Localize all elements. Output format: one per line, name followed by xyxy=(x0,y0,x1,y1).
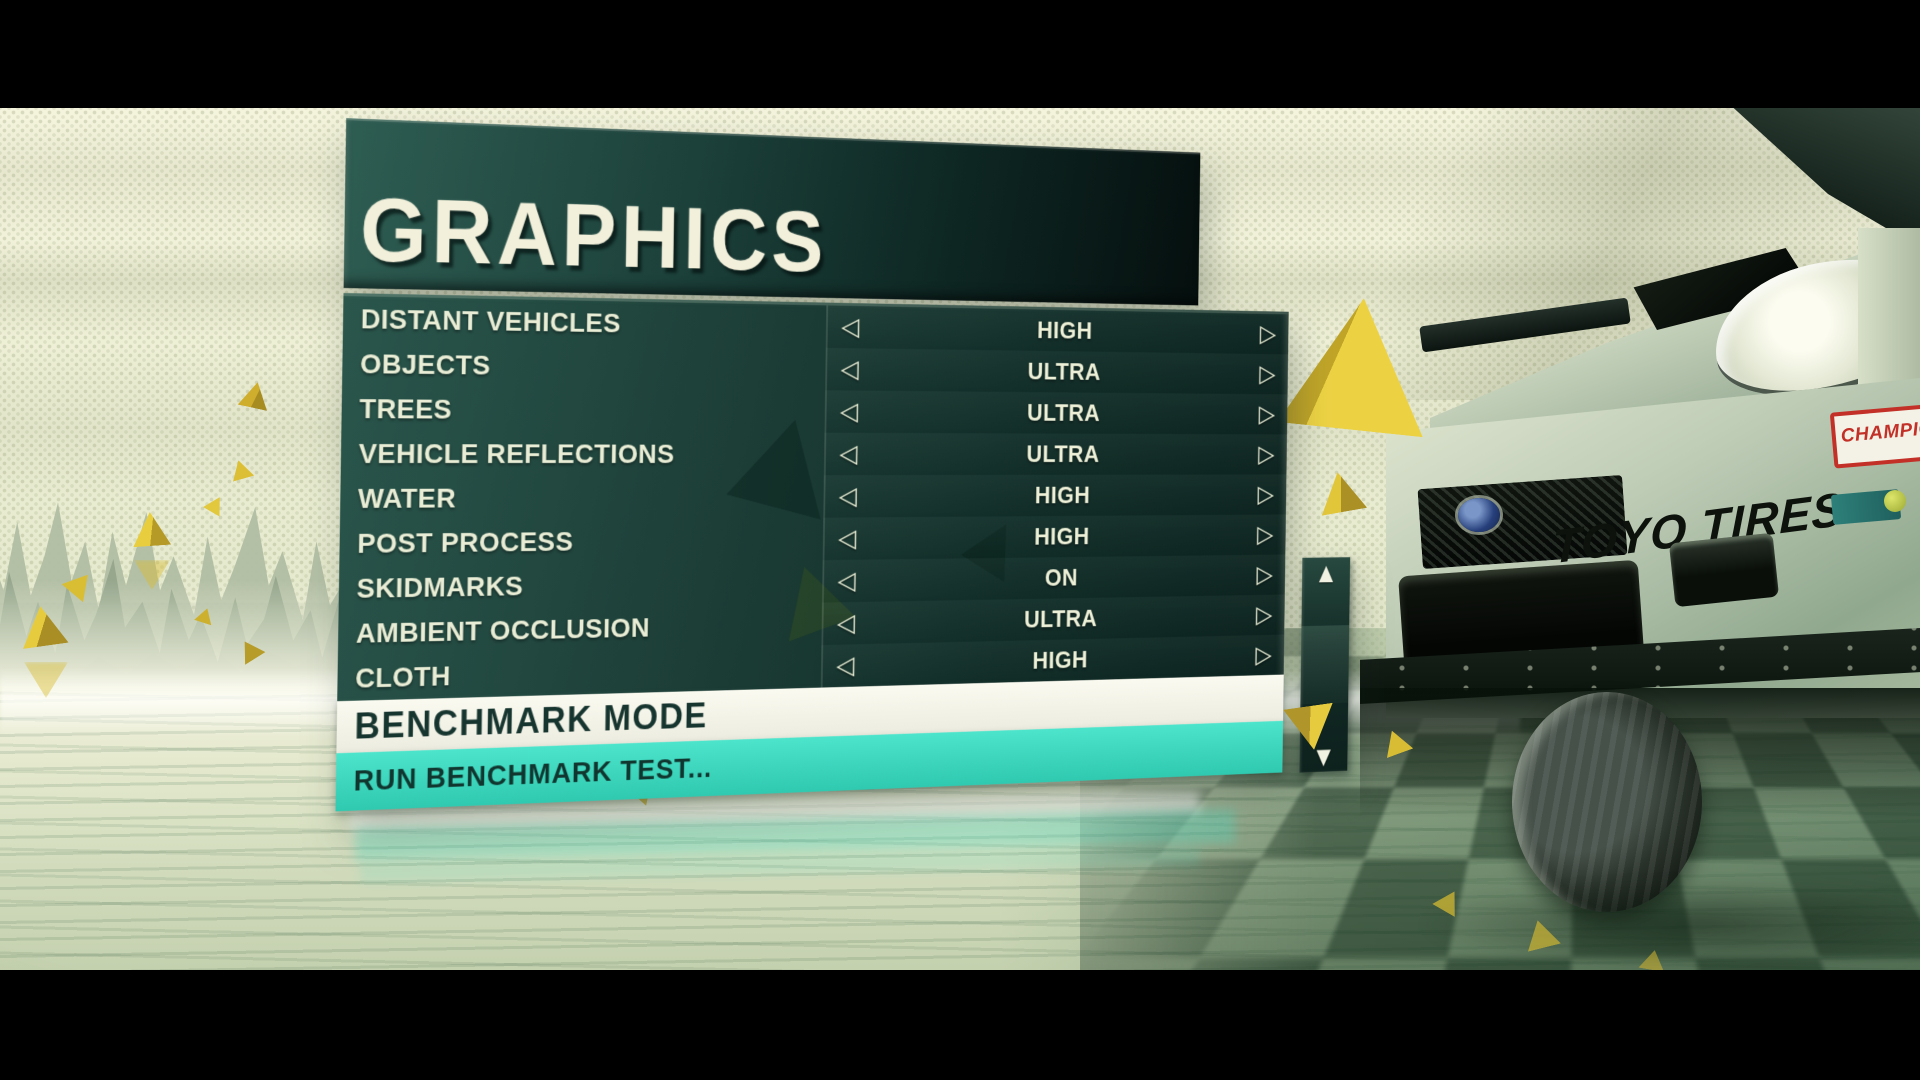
decrease-value-arrow-icon[interactable]: ◁ xyxy=(836,650,855,681)
increase-value-arrow-icon[interactable]: ▷ xyxy=(1258,440,1275,469)
setting-value-group: ◁ ULTRA ▷ xyxy=(824,390,1288,435)
car-windshield xyxy=(1731,106,1920,248)
setting-value: ON xyxy=(1044,563,1079,592)
increase-value-arrow-icon[interactable]: ▷ xyxy=(1255,600,1273,629)
setting-label: CLOTH xyxy=(355,659,452,694)
settings-list: DISTANT VEHICLES ◁ HIGH ▷ OBJECTS ◁ ULTR… xyxy=(337,293,1289,702)
setting-value: HIGH xyxy=(1036,315,1093,345)
increase-value-arrow-icon[interactable]: ▷ xyxy=(1259,320,1277,348)
setting-value: ULTRA xyxy=(1023,604,1098,634)
car-fog-light-opening xyxy=(1668,532,1780,608)
decrease-value-arrow-icon[interactable]: ◁ xyxy=(840,354,860,385)
increase-value-arrow-icon[interactable]: ▷ xyxy=(1256,560,1274,589)
settings-row[interactable]: VEHICLE REFLECTIONS ◁ ULTRA ▷ xyxy=(341,431,1288,476)
page-title: GRAPHICS xyxy=(359,177,829,291)
decrease-value-arrow-icon[interactable]: ◁ xyxy=(840,397,859,427)
setting-value-group: ◁ HIGH ▷ xyxy=(825,305,1289,355)
sponsor-sticker-round xyxy=(1884,490,1906,512)
setting-label: TREES xyxy=(359,392,453,424)
setting-value: ULTRA xyxy=(1026,398,1101,427)
scroll-up-icon[interactable]: ▲ xyxy=(1318,560,1334,586)
champion-sticker: CHAMPION xyxy=(1829,403,1920,469)
graphics-menu-panel: GRAPHICS DISTANT VEHICLES ◁ HIGH ▷ OBJEC… xyxy=(335,118,1351,812)
setting-label: VEHICLE REFLECTIONS xyxy=(358,437,675,469)
decrease-value-arrow-icon[interactable]: ◁ xyxy=(839,439,858,469)
setting-label: AMBIENT OCCLUSION xyxy=(355,611,651,649)
setting-value: HIGH xyxy=(1034,481,1091,509)
decrease-value-arrow-icon[interactable]: ◁ xyxy=(838,481,858,511)
decrease-value-arrow-icon[interactable]: ◁ xyxy=(838,524,857,554)
increase-value-arrow-icon[interactable]: ▷ xyxy=(1257,480,1275,509)
setting-value-group: ◁ ULTRA ▷ xyxy=(823,432,1288,476)
setting-value: ULTRA xyxy=(1027,357,1101,386)
settings-row[interactable]: WATER ◁ HIGH ▷ xyxy=(340,474,1287,521)
setting-value-group: ◁ HIGH ▷ xyxy=(823,474,1287,518)
car-floor-shadow xyxy=(1420,880,1920,970)
increase-value-arrow-icon[interactable]: ▷ xyxy=(1259,360,1276,389)
rally-car: TOYO TIRES CHAMPION xyxy=(1360,100,1920,980)
scroll-down-icon[interactable]: ▼ xyxy=(1316,743,1331,770)
run-benchmark-label: RUN BENCHMARK TEST... xyxy=(353,752,713,798)
setting-value-group: ◁ HIGH ▷ xyxy=(822,514,1286,561)
decrease-value-arrow-icon[interactable]: ◁ xyxy=(841,312,860,342)
settings-rows: DISTANT VEHICLES ◁ HIGH ▷ OBJECTS ◁ ULTR… xyxy=(337,296,1289,701)
benchmark-mode-label: BENCHMARK MODE xyxy=(354,695,708,748)
car-wheel xyxy=(1512,692,1702,912)
setting-label: WATER xyxy=(357,482,457,514)
setting-value: HIGH xyxy=(1034,522,1090,551)
scrollbar-thumb[interactable] xyxy=(1300,625,1350,705)
increase-value-arrow-icon[interactable]: ▷ xyxy=(1255,641,1272,670)
setting-label: POST PROCESS xyxy=(357,525,574,559)
settings-row[interactable]: TREES ◁ ULTRA ▷ xyxy=(341,386,1288,435)
setting-value: HIGH xyxy=(1032,645,1088,675)
setting-value: ULTRA xyxy=(1026,439,1100,468)
subaru-badge-icon xyxy=(1458,498,1500,532)
increase-value-arrow-icon[interactable]: ▷ xyxy=(1258,400,1276,429)
setting-label: OBJECTS xyxy=(359,347,491,380)
increase-value-arrow-icon[interactable]: ▷ xyxy=(1256,520,1274,549)
setting-value-group: ◁ ULTRA ▷ xyxy=(825,347,1289,395)
decrease-value-arrow-icon[interactable]: ◁ xyxy=(837,566,857,596)
setting-label: DISTANT VEHICLES xyxy=(360,302,621,338)
letterbox-bar-bottom xyxy=(0,970,1920,1080)
car-cowl-vent xyxy=(1419,297,1631,353)
setting-label: SKIDMARKS xyxy=(356,570,524,604)
letterbox-bar-top xyxy=(0,0,1920,108)
decrease-value-arrow-icon[interactable]: ◁ xyxy=(836,608,856,639)
